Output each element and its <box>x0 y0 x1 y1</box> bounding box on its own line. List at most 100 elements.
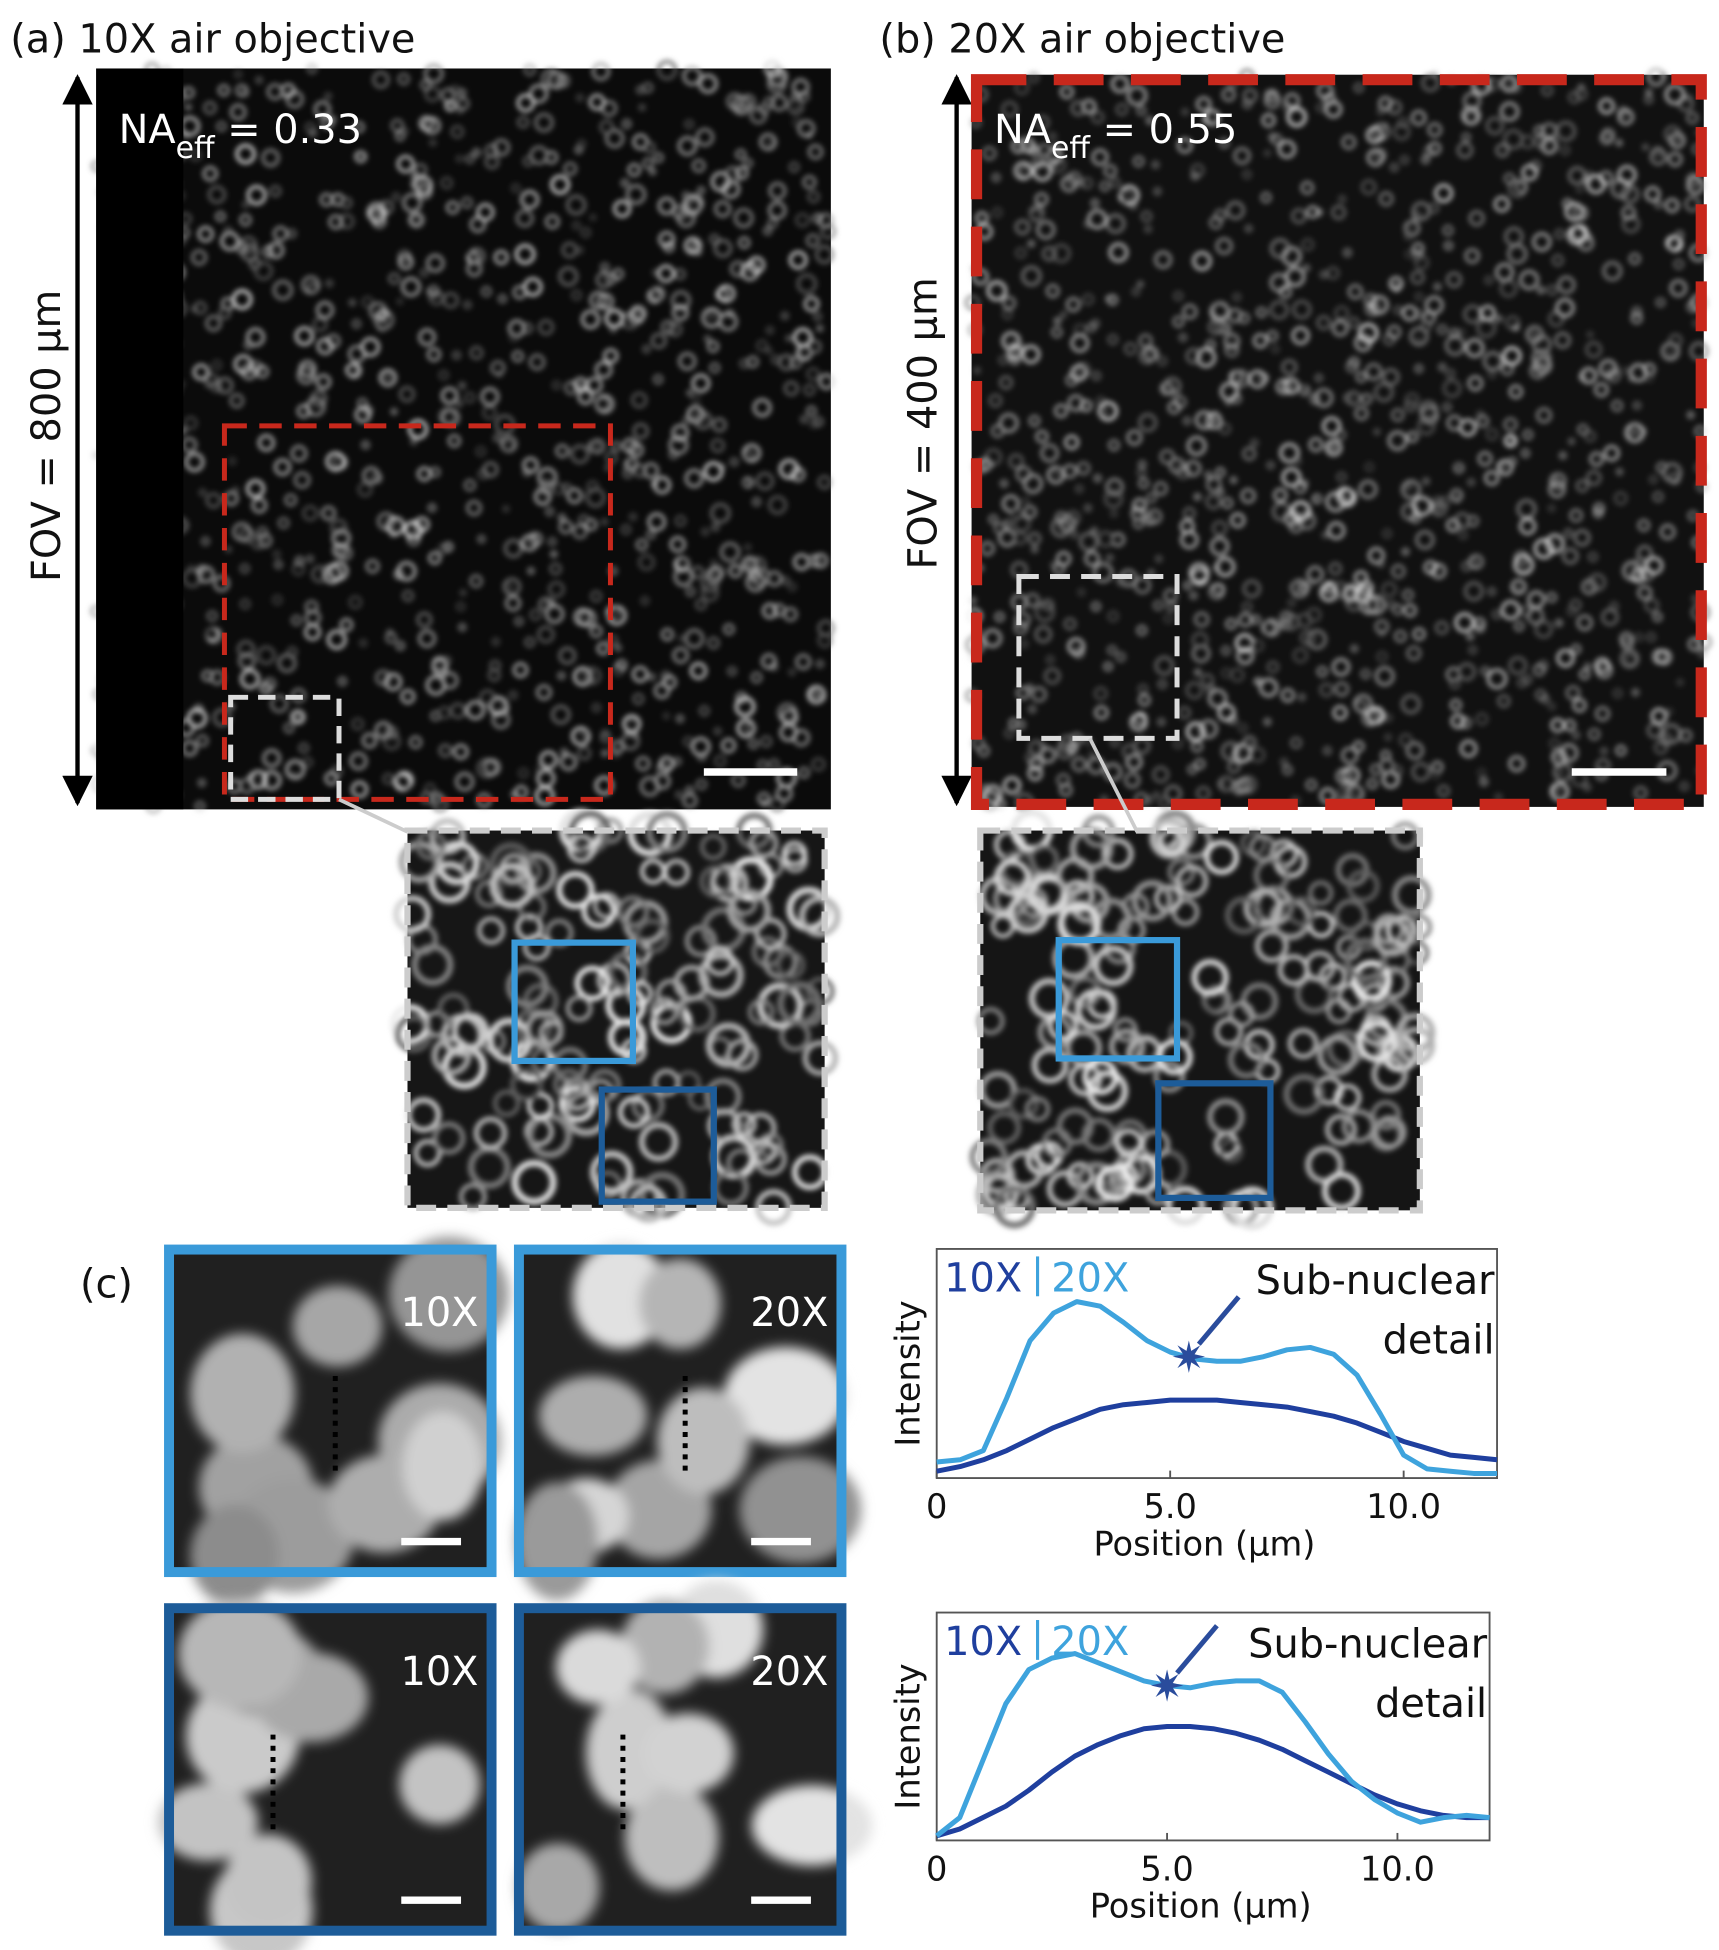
nucleus <box>469 574 483 588</box>
nucleus <box>1054 466 1063 476</box>
nucleus <box>523 933 551 961</box>
nucleus <box>1624 422 1645 443</box>
nucleus <box>1103 164 1117 178</box>
nucleus <box>1266 461 1275 470</box>
nucleus <box>1172 315 1185 328</box>
nucleus <box>1034 602 1055 623</box>
nucleus <box>1215 556 1236 577</box>
nucleus <box>1456 142 1473 159</box>
nucleus <box>1157 718 1166 726</box>
nucleus <box>1185 347 1202 365</box>
nucleus <box>771 355 781 364</box>
nucleus <box>770 94 788 112</box>
nucleus <box>238 652 256 670</box>
nucleus <box>294 326 314 346</box>
nucleus <box>642 345 651 353</box>
nucleus <box>1322 531 1329 539</box>
nucleus <box>668 435 689 455</box>
nucleus <box>1244 738 1252 747</box>
nucleus <box>450 125 464 139</box>
nucleus <box>622 438 638 454</box>
nucleus <box>529 145 549 165</box>
nucleus <box>1645 373 1654 382</box>
nucleus <box>479 689 496 707</box>
nucleus <box>1458 530 1468 540</box>
nucleus <box>1461 132 1471 142</box>
na-sub: eff <box>176 131 216 166</box>
nucleus <box>401 128 408 135</box>
nucleus <box>1001 331 1021 351</box>
nucleus <box>1559 452 1567 460</box>
nucleus <box>1027 765 1043 781</box>
nucleus <box>1373 1115 1407 1149</box>
nucleus <box>250 535 266 550</box>
nucleus <box>669 536 686 553</box>
nucleus <box>711 523 720 532</box>
nucleus <box>1226 201 1245 220</box>
nucleus <box>1634 632 1644 642</box>
nucleus <box>1294 457 1302 465</box>
nucleus <box>1479 777 1488 786</box>
nucleus <box>1210 536 1230 556</box>
nucleus <box>1291 208 1307 224</box>
nucleus <box>1325 491 1346 513</box>
nucleus <box>1361 179 1377 195</box>
nucleus <box>691 566 704 579</box>
nucleus <box>558 647 576 665</box>
nucleus <box>1667 350 1675 358</box>
nucleus <box>1056 551 1071 567</box>
nucleus <box>787 98 804 115</box>
nucleus <box>695 249 702 256</box>
nucleus <box>1175 864 1209 898</box>
nucleus <box>992 207 1003 218</box>
nucleus <box>406 1097 442 1133</box>
nucleus <box>621 731 640 751</box>
nucleus <box>1138 460 1147 469</box>
nucleus <box>1348 317 1360 328</box>
nucleus <box>1390 163 1399 172</box>
nucleus <box>551 705 571 725</box>
nucleus <box>1111 75 1129 93</box>
nucleus <box>1637 585 1652 601</box>
nucleus <box>1092 562 1114 583</box>
nucleus <box>1280 758 1288 766</box>
nucleus <box>178 1599 302 1709</box>
nucleus <box>1698 649 1707 658</box>
nucleus <box>1574 87 1588 101</box>
nucleus <box>218 84 230 96</box>
nucleus <box>1588 728 1601 741</box>
nucleus <box>1153 481 1168 496</box>
nucleus <box>363 405 373 416</box>
nucleus <box>1187 764 1197 775</box>
nucleus <box>463 300 472 309</box>
texture <box>964 67 1712 812</box>
nucleus <box>1519 517 1537 535</box>
nucleus <box>1238 723 1248 733</box>
nucleus <box>622 119 632 129</box>
nucleus <box>1586 331 1594 338</box>
nucleus <box>402 193 422 213</box>
nucleus <box>577 746 592 761</box>
nucleus <box>625 184 647 205</box>
panel-label: (c) <box>80 1262 133 1308</box>
nucleus <box>432 1121 466 1155</box>
nucleus <box>505 964 549 1008</box>
nucleus <box>571 726 591 746</box>
nucleus <box>1664 84 1686 105</box>
nucleus <box>428 290 445 306</box>
nucleus <box>631 392 648 409</box>
nucleus <box>328 561 349 581</box>
nucleus <box>781 312 789 320</box>
nucleus <box>1047 1010 1079 1041</box>
nucleus <box>730 261 747 277</box>
nucleus <box>518 767 529 779</box>
nucleus <box>1006 344 1023 361</box>
nucleus <box>759 133 777 151</box>
nucleus <box>710 502 731 524</box>
nucleus <box>481 286 492 297</box>
nucleus <box>1213 564 1221 572</box>
nucleus <box>1512 586 1521 595</box>
nucleus <box>1664 198 1680 213</box>
nucleus <box>1154 250 1172 269</box>
nucleus <box>1013 161 1033 181</box>
